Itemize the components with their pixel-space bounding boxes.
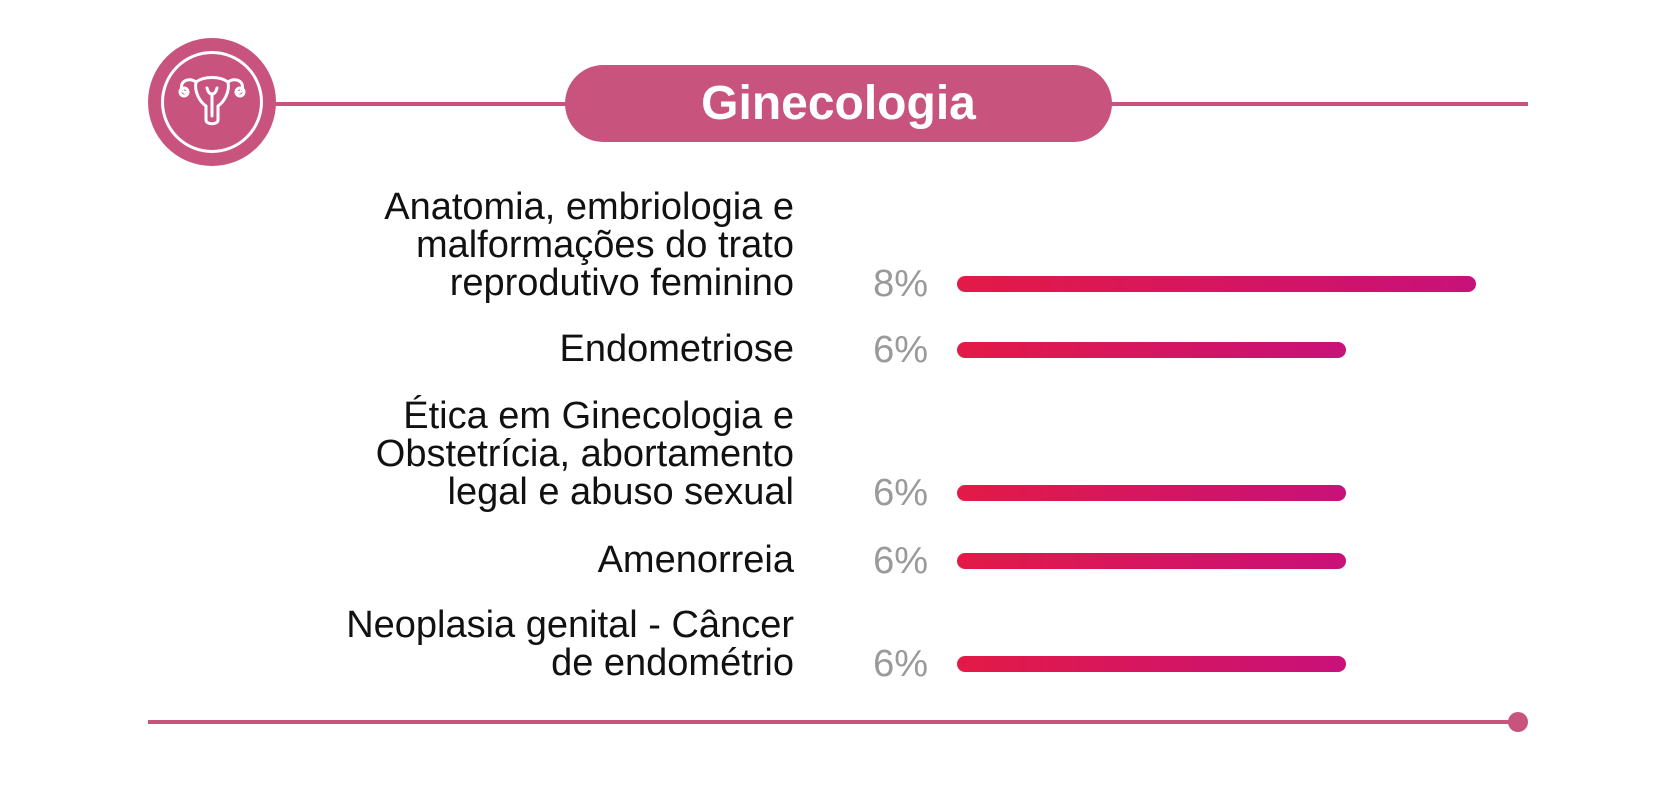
category-label: Amenorreia — [597, 539, 794, 581]
bar — [957, 656, 1346, 672]
footer-rule-endpoint — [1508, 712, 1528, 732]
value-label: 6% — [873, 643, 928, 685]
header-rule-left — [270, 102, 570, 106]
header-rule-right — [1108, 102, 1528, 106]
bar — [957, 485, 1346, 501]
chart-title: Ginecologia — [565, 65, 1112, 142]
category-label: Neoplasia genital - Câncer de endométrio — [346, 604, 794, 684]
value-label: 6% — [873, 472, 928, 514]
category-label: Anatomia, embriologia e malformações do … — [384, 186, 794, 304]
category-label: Endometriose — [559, 328, 794, 370]
category-label: Ética em Ginecologia e Obstetrícia, abor… — [375, 395, 794, 513]
uterus-icon — [178, 76, 246, 126]
bar — [957, 553, 1346, 569]
footer-rule — [148, 720, 1520, 724]
category-badge — [148, 38, 276, 166]
value-label: 6% — [873, 540, 928, 582]
bar — [957, 342, 1346, 358]
value-label: 6% — [873, 329, 928, 371]
value-label: 8% — [873, 263, 928, 305]
badge-ring — [161, 51, 263, 153]
bar — [957, 276, 1476, 292]
